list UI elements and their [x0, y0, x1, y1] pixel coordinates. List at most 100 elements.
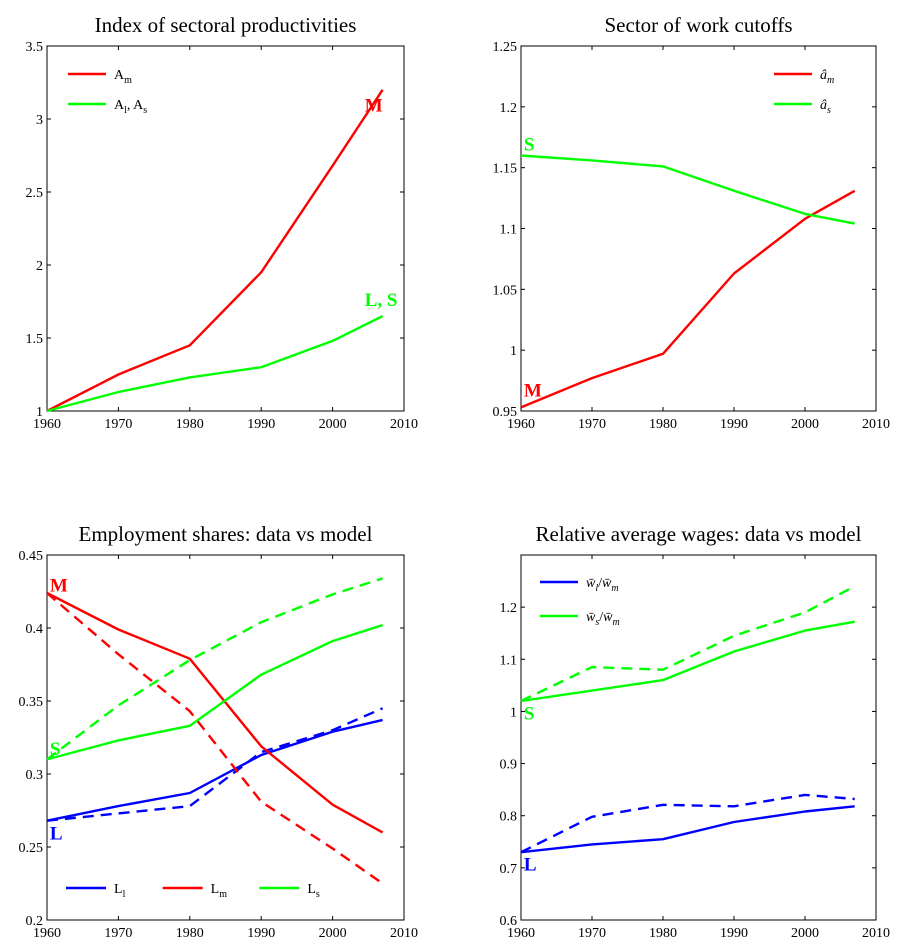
series-line-3 — [46, 591, 384, 834]
legend-box — [61, 872, 353, 904]
y-tick-label: 2 — [36, 259, 43, 274]
y-tick-label: 1.1 — [500, 223, 518, 238]
legend: w̄l/w̄m w̄s/w̄m — [533, 567, 657, 643]
legend-label: w̄s/w̄m — [586, 610, 620, 628]
series-line-2 — [46, 315, 384, 413]
y-tick-label: 0.3 — [26, 768, 44, 783]
x-tick-label: 2010 — [862, 926, 890, 941]
chart-panel-2: Sector of work cutoffs 1960 1970 1980 1990 20… — [493, 13, 891, 432]
annotation-label: L — [50, 824, 63, 845]
series-line-5 — [46, 623, 383, 761]
y-tick-label: 1.15 — [493, 162, 518, 177]
y-tick-label: 0.6 — [500, 914, 518, 929]
y-tick-label: 1 — [510, 705, 517, 720]
annotation-label: L, S — [365, 290, 398, 311]
y-tick-label: 1.5 — [26, 332, 44, 347]
y-tick-label: 0.2 — [26, 914, 44, 929]
legend-label: âs — [820, 98, 831, 116]
legend-label: âm — [820, 68, 834, 86]
chart-title: Sector of work cutoffs — [605, 13, 793, 37]
x-tick-label: 1960 — [33, 417, 61, 432]
legend-box — [61, 59, 145, 127]
x-tick-label: 2000 — [791, 417, 819, 432]
annotation-label: S — [524, 135, 535, 156]
x-tick-label: 2010 — [390, 417, 418, 432]
series-line-1 — [520, 189, 856, 409]
annotation-label: M — [524, 380, 542, 401]
y-tick-label: 1.2 — [500, 601, 518, 616]
annotation-label: S — [524, 703, 535, 724]
x-tick-label: 1970 — [578, 926, 606, 941]
y-tick-label: 1.25 — [493, 40, 518, 55]
x-tick-label: 1960 — [507, 926, 535, 941]
series-line-2 — [520, 154, 855, 225]
x-tick-label: 1970 — [104, 926, 132, 941]
y-tick-label: 1.2 — [500, 101, 518, 116]
chart-panel-1: Index of sectoral productivities 1960 1970… — [26, 13, 419, 432]
y-tick-label: 0.95 — [493, 405, 518, 420]
y-tick-label: 0.7 — [500, 862, 518, 877]
chart-title: Index of sectoral productivities — [95, 13, 357, 37]
y-tick-label: 2.5 — [26, 186, 44, 201]
chart-title: Employment shares: data vs model — [79, 522, 373, 546]
y-tick-label: 1.05 — [493, 283, 518, 298]
series-line-4 — [46, 592, 384, 885]
y-tick-label: 0.8 — [500, 810, 518, 825]
legend-label: Ls — [307, 882, 320, 900]
x-tick-label: 1980 — [176, 417, 204, 432]
x-tick-label: 1990 — [247, 926, 275, 941]
y-tick-label: 0.45 — [19, 549, 44, 564]
x-tick-label: 2000 — [319, 926, 347, 941]
legend-label: w̄l/w̄m — [586, 576, 619, 594]
plot-frame — [520, 554, 877, 921]
x-tick-label: 1990 — [720, 926, 748, 941]
y-tick-label: 0.9 — [500, 758, 518, 773]
x-tick-label: 2010 — [390, 926, 418, 941]
y-tick-label: 1 — [36, 405, 43, 420]
legend-box — [767, 59, 863, 127]
x-tick-label: 1960 — [33, 926, 61, 941]
plot-frame — [46, 554, 405, 921]
x-tick-label: 1960 — [507, 417, 535, 432]
series-line-1 — [46, 718, 383, 822]
legend-label: Al, As — [114, 98, 147, 116]
y-tick-label: 3 — [36, 113, 43, 128]
x-tick-label: 1980 — [649, 926, 677, 941]
legend-label: Am — [114, 68, 132, 86]
chart-panel-4: Relative average wages: data vs model 196… — [500, 522, 891, 941]
y-tick-label: 1 — [510, 344, 517, 359]
legend-label: Lm — [211, 882, 228, 900]
annotation-label: M — [50, 576, 68, 597]
legend-box — [533, 567, 657, 643]
series-line-2 — [46, 707, 384, 822]
annotation-label: M — [365, 96, 383, 117]
series-line-1 — [46, 89, 384, 413]
annotation-label: S — [50, 739, 61, 760]
y-tick-label: 0.25 — [19, 841, 44, 856]
x-tick-label: 1970 — [104, 417, 132, 432]
series-line-3 — [520, 620, 855, 703]
series-line-1 — [520, 805, 855, 854]
x-tick-label: 1980 — [649, 417, 677, 432]
y-tick-label: 0.35 — [19, 695, 44, 710]
y-tick-label: 0.4 — [26, 622, 44, 637]
x-tick-label: 2000 — [791, 926, 819, 941]
legend: Am Al, As — [61, 59, 147, 127]
legend: âm âs — [767, 59, 863, 127]
legend-label: Ll — [114, 882, 126, 900]
x-tick-label: 2000 — [319, 417, 347, 432]
chart-panel-3: Employment shares: data vs model 1960 1970… — [19, 522, 419, 941]
annotation-label: L — [524, 854, 537, 875]
x-tick-label: 2010 — [862, 417, 890, 432]
series-line-2 — [520, 793, 855, 854]
x-tick-label: 1990 — [720, 417, 748, 432]
chart-title: Relative average wages: data vs model — [536, 522, 862, 546]
legend: Ll Lm Ls — [61, 872, 353, 904]
y-tick-label: 1.1 — [500, 653, 518, 668]
series-line-4 — [520, 585, 856, 703]
x-tick-label: 1990 — [247, 417, 275, 432]
x-tick-label: 1980 — [176, 926, 204, 941]
series-line-6 — [46, 577, 383, 761]
plot-frame — [46, 45, 405, 412]
